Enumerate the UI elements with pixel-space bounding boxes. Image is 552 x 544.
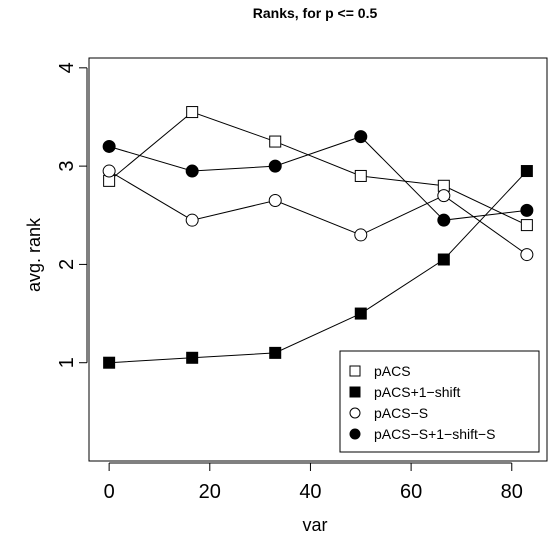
series-layer bbox=[102, 106, 534, 369]
data-point bbox=[269, 346, 282, 359]
y-tick-label: 1 bbox=[56, 357, 78, 368]
series-1 bbox=[103, 106, 533, 232]
legend: pACS pACS+1−shift pACS−S pACS−S+1−shift−S bbox=[339, 350, 540, 453]
series-3 bbox=[102, 164, 534, 262]
x-tick-label: 80 bbox=[501, 481, 523, 503]
series-line bbox=[108, 136, 527, 221]
data-point bbox=[268, 159, 282, 173]
y-tick-label: 2 bbox=[56, 259, 78, 270]
series-2 bbox=[103, 165, 533, 369]
series-line bbox=[108, 170, 528, 255]
data-point bbox=[354, 130, 368, 144]
data-point bbox=[437, 213, 451, 227]
data-point bbox=[102, 139, 116, 153]
legend-label: pACS−S+1−shift−S bbox=[374, 426, 495, 442]
data-point bbox=[186, 106, 199, 119]
series-line bbox=[108, 111, 528, 226]
data-point bbox=[354, 169, 367, 182]
data-point bbox=[354, 307, 367, 320]
data-point bbox=[354, 228, 368, 242]
legend-item: pACS−S+1−shift−S bbox=[349, 426, 495, 442]
legend-marker bbox=[349, 365, 361, 377]
y-tick-label: 3 bbox=[56, 161, 78, 172]
data-point bbox=[185, 213, 199, 227]
x-tick-label: 40 bbox=[299, 481, 321, 503]
legend-item: pACS+1−shift bbox=[349, 384, 460, 400]
data-point bbox=[520, 219, 533, 232]
data-point bbox=[268, 194, 282, 208]
x-tick-label: 20 bbox=[199, 481, 221, 503]
x-tick-label: 60 bbox=[400, 481, 422, 503]
plot-frame bbox=[88, 57, 548, 462]
data-point bbox=[437, 189, 451, 203]
data-point bbox=[102, 164, 116, 178]
x-tick-label: 0 bbox=[104, 481, 115, 503]
y-axis-title: avg. rank bbox=[24, 217, 44, 292]
series-4 bbox=[102, 130, 534, 227]
axes: 0 20 40 60 80 1 2 3 4 bbox=[56, 62, 523, 503]
legend-box bbox=[339, 350, 540, 453]
data-point bbox=[186, 351, 199, 364]
data-point bbox=[520, 203, 534, 217]
chart-title: Ranks, for p <= 0.5 bbox=[253, 5, 378, 21]
legend-item: pACS−S bbox=[349, 405, 428, 421]
data-point bbox=[185, 164, 199, 178]
data-point bbox=[520, 248, 534, 262]
legend-item: pACS bbox=[349, 363, 411, 379]
legend-label: pACS bbox=[374, 363, 411, 379]
legend-label: pACS−S bbox=[374, 405, 428, 421]
data-point bbox=[437, 253, 450, 266]
data-point bbox=[520, 165, 533, 178]
data-point bbox=[269, 135, 282, 148]
series-line bbox=[109, 170, 528, 364]
legend-marker bbox=[349, 428, 361, 440]
legend-label: pACS+1−shift bbox=[374, 384, 460, 400]
legend-marker bbox=[349, 386, 361, 398]
legend-marker bbox=[349, 407, 361, 419]
x-axis-title: var bbox=[302, 515, 327, 535]
data-point bbox=[103, 356, 116, 369]
y-tick-label: 4 bbox=[56, 62, 78, 73]
